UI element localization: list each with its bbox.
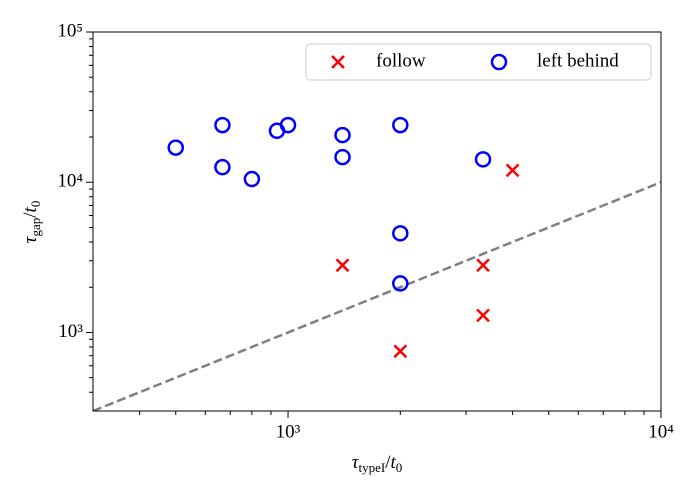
- plot-frame: [92, 31, 662, 412]
- point: [505, 163, 520, 178]
- legend-marker: [331, 55, 345, 69]
- legend: follow left behind: [305, 43, 652, 81]
- x-label-part: 0: [396, 460, 403, 475]
- x-axis-label: τtypeI/t0: [352, 452, 403, 475]
- point: [476, 258, 490, 273]
- y-tick-label: 10³: [58, 321, 83, 342]
- reference-line: [93, 181, 661, 411]
- point: [243, 170, 261, 188]
- point: [393, 344, 408, 359]
- y-tick-label: 10⁴: [57, 171, 83, 192]
- point: [392, 225, 409, 242]
- x-label-part: typeI: [359, 460, 386, 475]
- point: [392, 275, 409, 292]
- x-label-part: /: [385, 452, 391, 473]
- y-label-part: τ: [20, 235, 41, 243]
- point: [334, 126, 351, 144]
- point: [476, 308, 490, 323]
- y-label-part: 0: [28, 201, 43, 208]
- legend-box: [305, 43, 652, 81]
- point: [392, 116, 409, 134]
- y-tick-label: 10⁵: [57, 20, 83, 41]
- y-axis-label: τgap/t0: [20, 201, 43, 244]
- y-label-part: t: [20, 206, 41, 212]
- point: [214, 116, 231, 134]
- point: [334, 148, 351, 166]
- legend-marker: [490, 53, 508, 71]
- x-tick-label: 10³: [276, 421, 301, 442]
- y-label-part: gap: [28, 218, 43, 237]
- legend-label: follow: [376, 50, 426, 71]
- point: [335, 258, 350, 273]
- x-tick-label: 10⁴: [648, 421, 674, 442]
- point: [474, 151, 492, 168]
- x-label-part: t: [391, 452, 397, 473]
- legend-label: left behind: [537, 50, 619, 71]
- point: [214, 158, 231, 176]
- x-label-part: τ: [352, 452, 360, 473]
- point: [167, 139, 184, 156]
- y-label-part: /: [20, 212, 41, 218]
- point: [279, 116, 297, 134]
